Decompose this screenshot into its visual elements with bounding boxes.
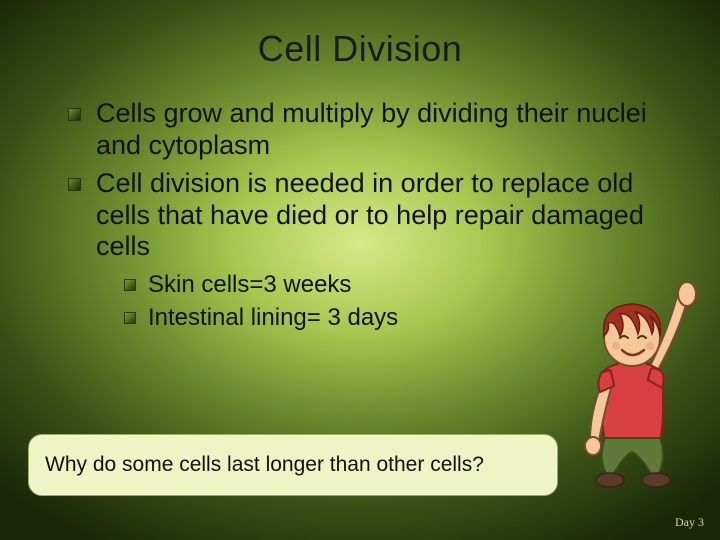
main-bullet-list: Cells grow and multiply by dividing thei… [50, 98, 670, 263]
callout-text: Why do some cells last longer than other… [45, 453, 484, 477]
slide: Cell Division Cells grow and multiply by… [0, 0, 720, 540]
question-callout: Why do some cells last longer than other… [28, 434, 558, 496]
slide-title: Cell Division [50, 28, 670, 70]
footer-label: Day 3 [675, 515, 704, 530]
bullet-item: Cells grow and multiply by dividing thei… [90, 98, 670, 162]
raised-hand-character-icon [560, 280, 710, 490]
bullet-item: Cell division is needed in order to repl… [90, 168, 670, 264]
